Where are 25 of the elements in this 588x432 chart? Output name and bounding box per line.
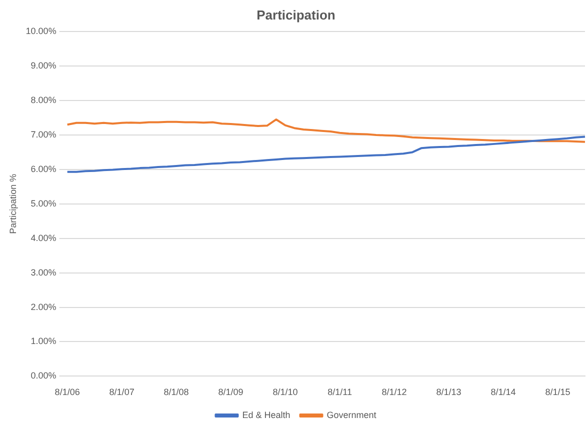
x-tick-label: 8/1/06 [54,387,80,398]
y-tick-label: 4.00% [30,232,56,243]
y-tick-label: 3.00% [30,267,56,278]
x-tick-label: 8/1/09 [218,387,244,398]
x-tick-label: 8/1/07 [109,387,134,398]
x-tick-label: 8/1/11 [328,387,352,398]
x-tick-label: 8/1/14 [490,387,516,398]
y-tick-label: 7.00% [30,129,56,140]
x-tick-label: 8/1/08 [164,387,189,398]
x-tick-label: 8/1/15 [545,387,570,398]
y-tick-label: 0.00% [30,370,56,381]
legend-label: Ed & Health [242,410,290,420]
x-tick-label: 8/1/13 [436,387,462,398]
x-tick-label: 8/1/10 [272,387,298,398]
legend-label: Government [326,410,377,420]
y-axis-title: Participation % [8,174,18,234]
chart-title: Participation [256,7,336,22]
y-tick-label: 1.00% [30,336,56,346]
y-tick-label: 8.00% [30,95,56,106]
y-tick-label: 2.00% [30,302,56,312]
y-tick-label: 5.00% [30,198,56,208]
y-tick-label: 9.00% [30,60,56,71]
x-tick-label: 8/1/12 [382,387,407,398]
y-tick-label: 6.00% [30,164,56,174]
y-tick-label: 10.00% [26,26,56,36]
